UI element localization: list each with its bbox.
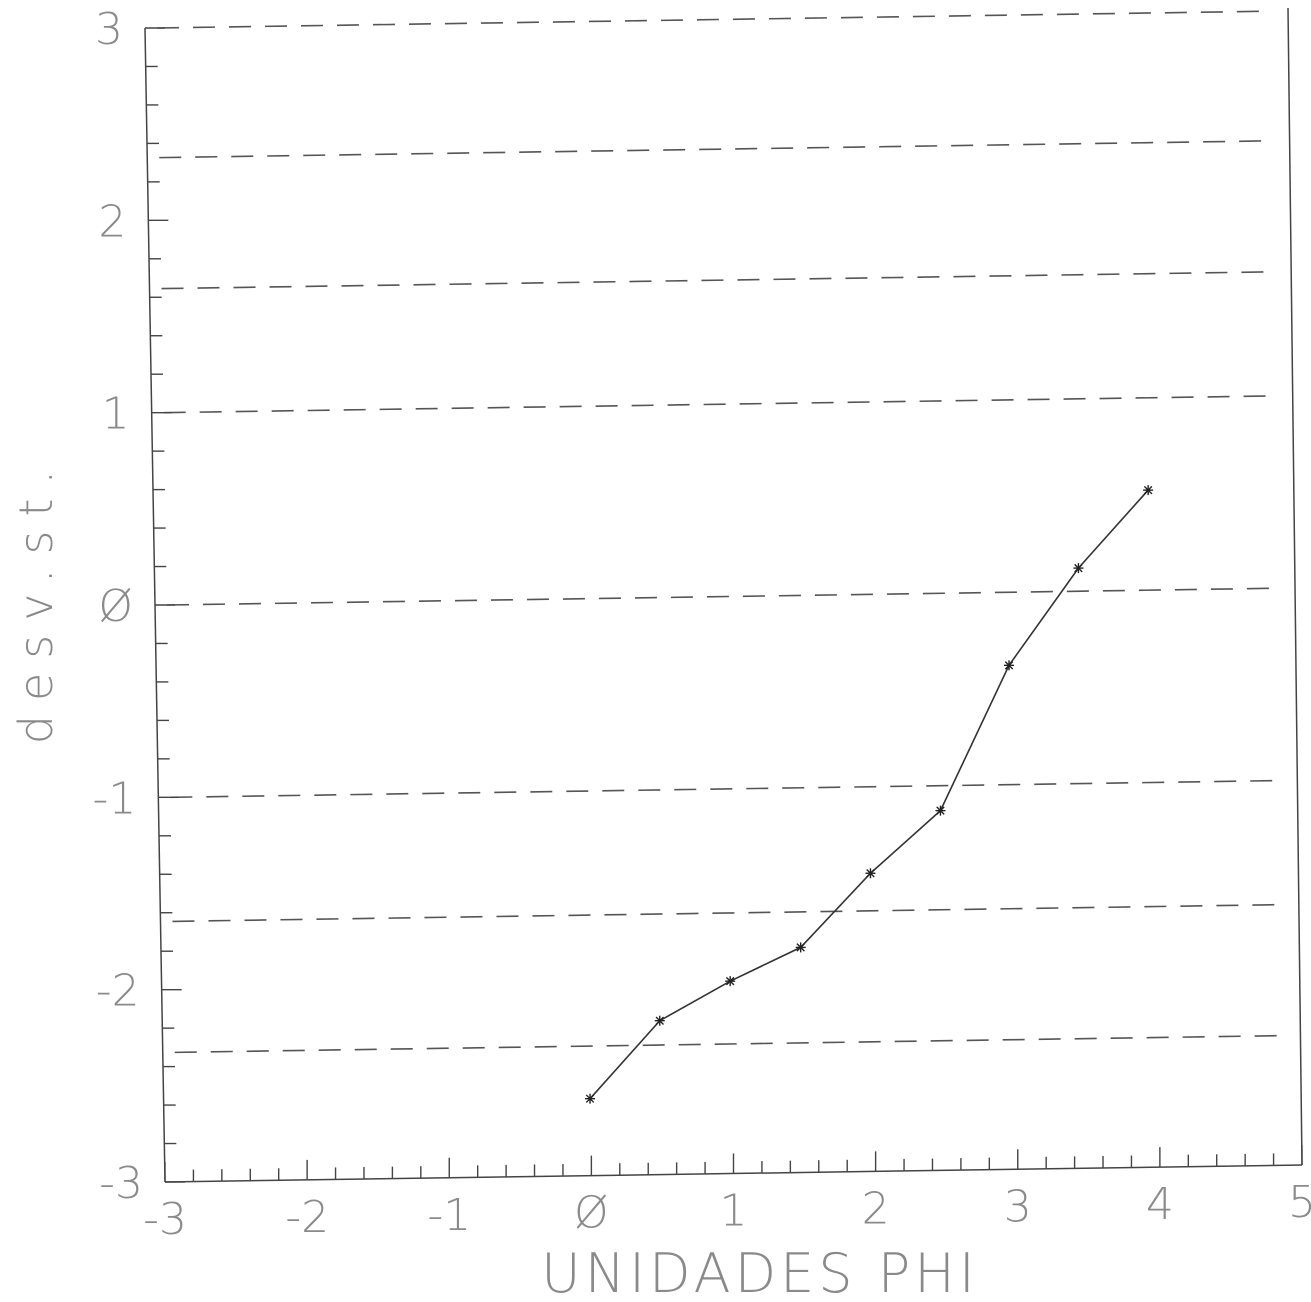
- data-point: [935, 805, 946, 816]
- y-axis-title: desv.st.: [9, 456, 63, 744]
- y-tick-label: Ø: [98, 581, 133, 632]
- reference-line-1: [159, 140, 1263, 159]
- x-tick-label: 4: [1146, 1179, 1174, 1230]
- x-axis-title: UNIDADES PHI: [541, 1242, 979, 1302]
- data-point: [585, 1093, 596, 1104]
- axes: [144, 7, 1303, 1183]
- data-series: [585, 485, 1154, 1104]
- x-tick-label: 5: [1288, 1177, 1311, 1228]
- y-tick-label: -2: [96, 966, 140, 1017]
- data-point: [1004, 660, 1015, 671]
- reference-lines: [156, 10, 1279, 1054]
- y-tick-label: -3: [99, 1158, 143, 1209]
- reference-line-5: [170, 779, 1275, 799]
- data-point: [795, 942, 806, 953]
- x-tick-label: -2: [285, 1192, 329, 1243]
- right-frame-line: [1287, 7, 1303, 1166]
- data-point: [865, 868, 876, 879]
- minor-ticks: [145, 27, 1303, 1183]
- data-point: [725, 976, 736, 987]
- x-tick-label: 1: [720, 1186, 748, 1237]
- y-tick-label: -1: [92, 773, 136, 824]
- reference-line-3: [163, 395, 1268, 414]
- series-line: [589, 489, 1149, 1100]
- reference-line-7: [174, 1034, 1279, 1054]
- data-point: [1143, 485, 1154, 496]
- data-point: [1073, 563, 1084, 574]
- reference-line-4: [166, 587, 1271, 606]
- x-tick-label: Ø: [574, 1188, 609, 1239]
- x-tick-label: -1: [427, 1190, 471, 1241]
- x-tick-label: 2: [862, 1183, 890, 1234]
- reference-line-0: [156, 10, 1261, 29]
- reference-line-6: [172, 903, 1277, 923]
- y-tick-labels: -3 -2 -1 Ø 1 2 3: [92, 4, 143, 1209]
- x-tick-labels: -3 -2 -1 Ø 1 2 3 4 5: [143, 1177, 1311, 1245]
- x-tick-label: -3: [143, 1194, 187, 1245]
- y-tick-label: 3: [95, 4, 123, 55]
- reference-line-2: [161, 271, 1266, 290]
- y-tick-label: 2: [98, 196, 126, 247]
- x-tick-label: 3: [1004, 1181, 1032, 1232]
- data-point: [654, 1015, 665, 1026]
- y-tick-label: 1: [102, 389, 130, 440]
